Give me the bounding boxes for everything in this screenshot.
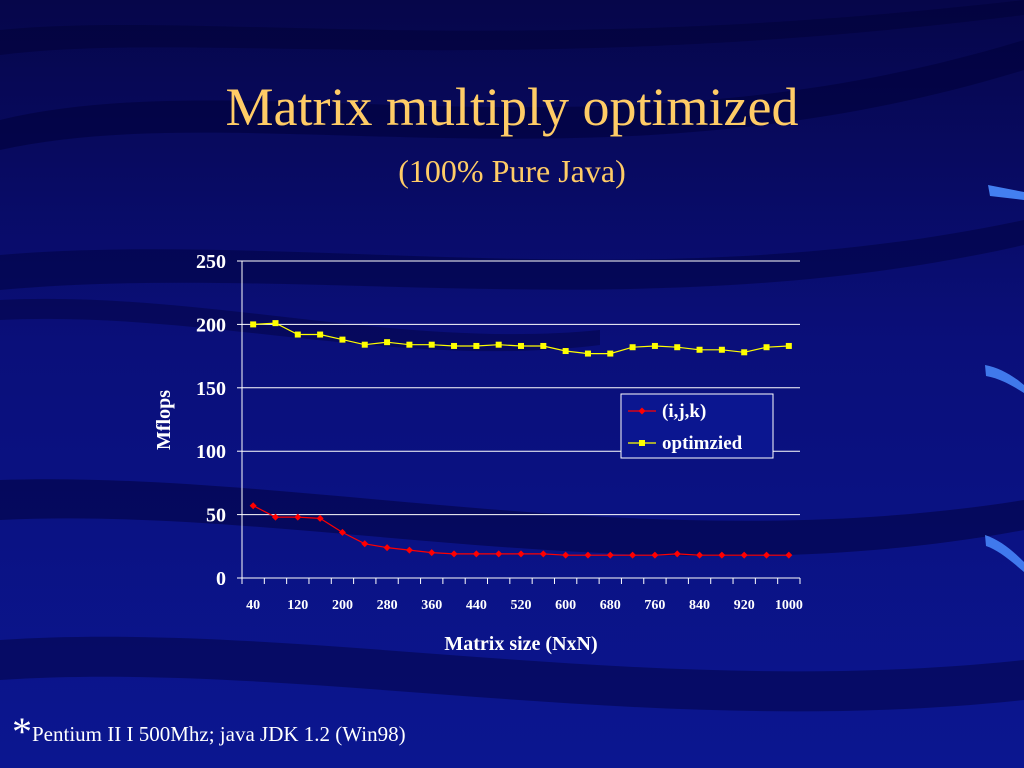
data-point xyxy=(673,550,681,558)
y-tick-labels: 0 50 100 150 200 250 xyxy=(196,251,226,590)
data-point xyxy=(584,551,592,559)
legend-label-opt: optimzied xyxy=(662,433,743,454)
series-ijk xyxy=(249,502,793,559)
grid-lines xyxy=(242,260,800,516)
y-tick-label: 200 xyxy=(196,314,226,336)
y-tick-label: 250 xyxy=(196,251,226,273)
data-point xyxy=(384,339,391,346)
data-point xyxy=(741,349,748,356)
data-point xyxy=(696,346,703,353)
y-tick-label: 100 xyxy=(196,441,226,463)
data-point xyxy=(785,342,792,349)
x-tick-label: 120 xyxy=(287,598,308,613)
data-point xyxy=(428,549,436,557)
x-tick-label: 1000 xyxy=(775,598,803,613)
footnote-star: * xyxy=(12,709,32,754)
data-point xyxy=(361,540,369,548)
data-point xyxy=(361,341,368,348)
x-tick-labels: 40 120 200 280 360 440 520 600 680 760 840 920 1000 xyxy=(246,598,803,613)
series-line xyxy=(253,322,789,355)
data-point xyxy=(562,551,570,559)
data-point xyxy=(651,342,658,349)
x-tick-label: 200 xyxy=(332,598,353,613)
data-point xyxy=(562,348,569,355)
data-point xyxy=(383,544,391,552)
data-point xyxy=(405,546,413,554)
data-point xyxy=(584,350,591,357)
data-point xyxy=(428,341,435,348)
data-point xyxy=(472,550,480,558)
y-axis-label: Mflops xyxy=(153,390,175,450)
x-tick-label: 840 xyxy=(689,598,710,613)
chart-legend: (i,j,k) optimzied xyxy=(620,393,774,459)
x-tick-label: 40 xyxy=(246,598,260,613)
x-tick-label: 680 xyxy=(600,598,621,613)
data-point xyxy=(249,502,257,510)
data-point xyxy=(651,551,659,559)
y-tick-label: 0 xyxy=(216,568,226,590)
x-tick-label: 280 xyxy=(377,598,398,613)
x-tick-label: 440 xyxy=(466,598,487,613)
x-tick-label: 360 xyxy=(421,598,442,613)
y-tick-label: 50 xyxy=(206,505,226,527)
data-point xyxy=(785,551,793,559)
data-point xyxy=(294,331,301,338)
legend-marker-opt xyxy=(639,440,645,446)
data-point xyxy=(674,344,681,351)
data-point xyxy=(495,341,502,348)
legend-marker-ijk xyxy=(638,407,646,415)
data-point xyxy=(517,550,525,558)
x-tick-label: 760 xyxy=(644,598,665,613)
data-point xyxy=(763,344,770,351)
footnote: *Pentium II I 500Mhz; java JDK 1.2 (Win9… xyxy=(12,712,406,752)
x-tick-label: 520 xyxy=(511,598,532,613)
data-point xyxy=(629,551,637,559)
data-point xyxy=(718,551,726,559)
data-point xyxy=(629,344,636,351)
data-point xyxy=(271,513,279,521)
x-tick-label: 600 xyxy=(555,598,576,613)
data-point xyxy=(518,342,524,349)
data-point xyxy=(696,551,704,559)
data-point xyxy=(338,528,346,536)
data-point xyxy=(250,321,257,328)
data-point xyxy=(607,350,614,357)
footnote-text: Pentium II I 500Mhz; java JDK 1.2 (Win98… xyxy=(32,722,406,746)
data-point xyxy=(406,341,413,348)
data-point xyxy=(316,514,324,522)
axes xyxy=(237,260,801,584)
data-point xyxy=(317,331,324,338)
data-point xyxy=(339,336,346,343)
data-point xyxy=(763,551,771,559)
series xyxy=(249,320,793,559)
data-point xyxy=(495,550,503,558)
legend-box xyxy=(620,393,774,459)
data-point xyxy=(451,342,458,349)
y-tick-label: 150 xyxy=(196,378,226,400)
series-optimized xyxy=(250,320,792,357)
data-point xyxy=(294,513,302,521)
slide-subtitle: (100% Pure Java) xyxy=(398,153,626,189)
data-point xyxy=(740,551,748,559)
data-point xyxy=(539,550,547,558)
x-tick-label: 920 xyxy=(734,598,755,613)
x-axis-label: Matrix size (NxN) xyxy=(444,633,597,655)
legend-label-ijk: (i,j,k) xyxy=(662,401,706,422)
data-point xyxy=(473,342,480,349)
slide-title: Matrix multiply optimized xyxy=(225,77,799,137)
data-point xyxy=(450,550,458,558)
data-point xyxy=(272,320,279,327)
data-point xyxy=(606,551,614,559)
series-line xyxy=(252,505,789,556)
data-point xyxy=(540,342,547,349)
data-point xyxy=(718,346,725,353)
